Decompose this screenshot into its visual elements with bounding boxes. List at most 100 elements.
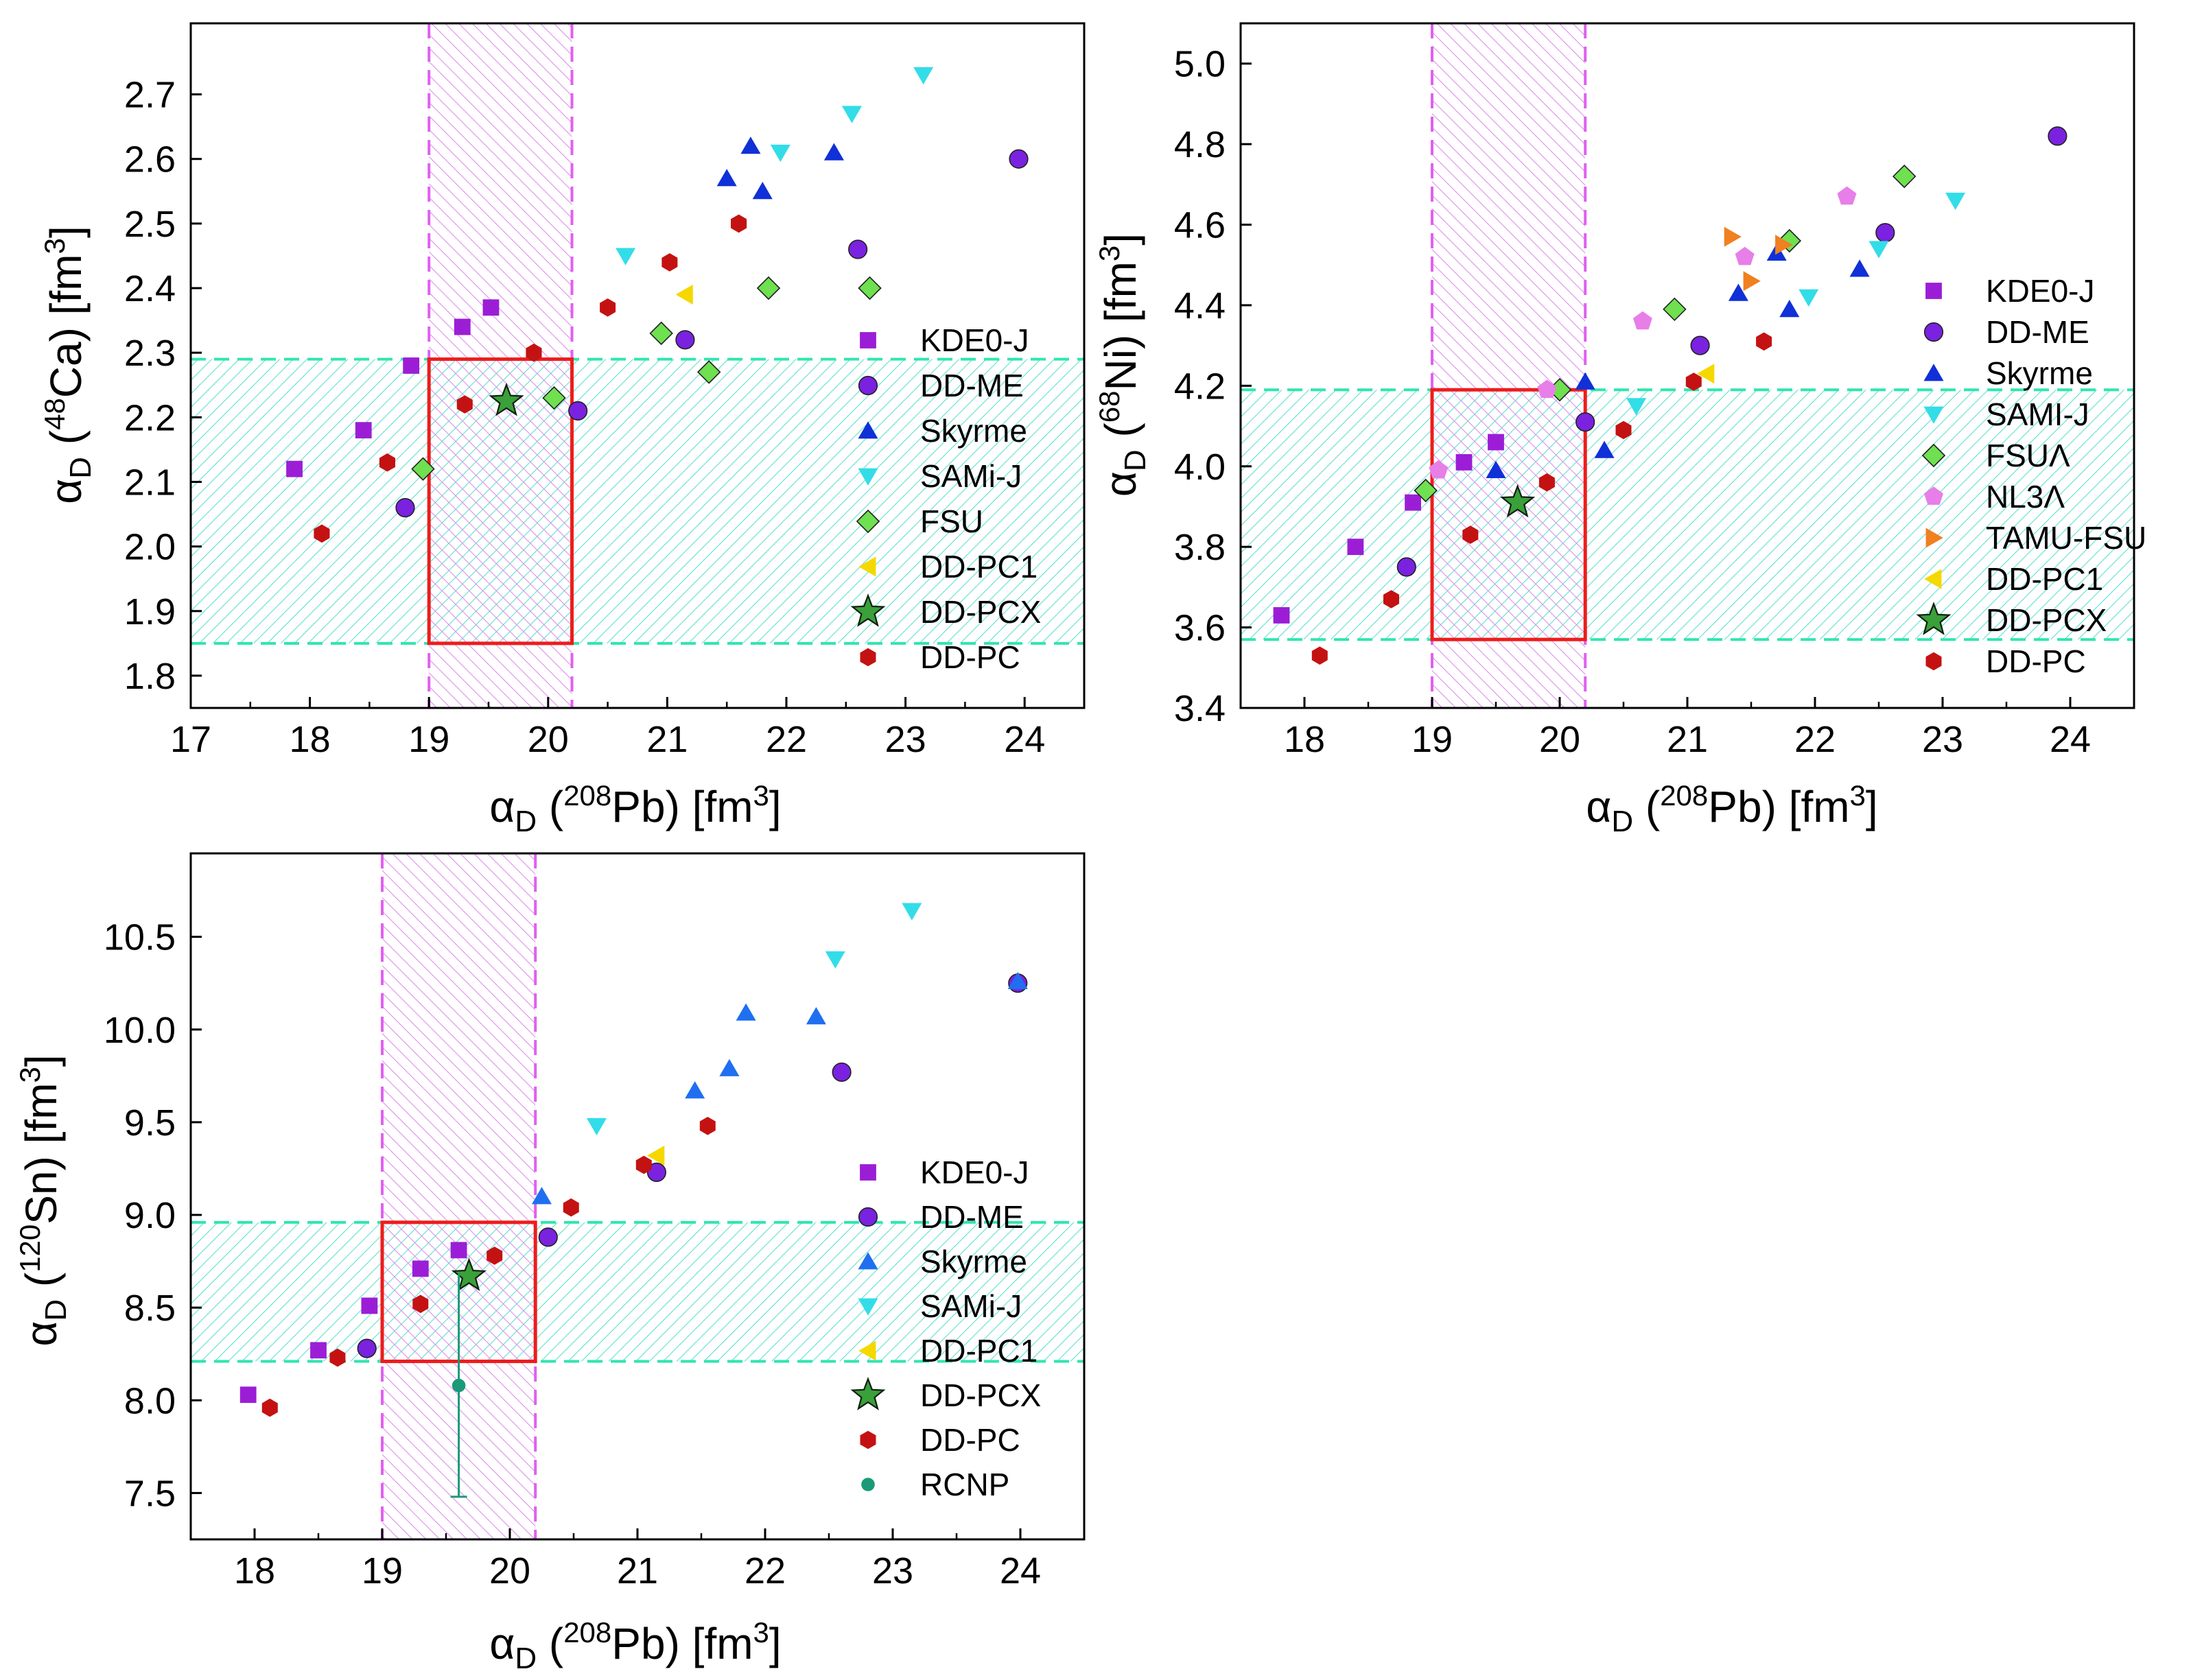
series-DD-PCX	[489, 382, 524, 416]
data-point	[740, 137, 761, 154]
y-tick-label: 2.1	[124, 462, 176, 503]
legend-label: SAMi-J	[920, 1288, 1022, 1324]
y-tick-label: 3.8	[1174, 527, 1226, 568]
legend-marker	[860, 332, 876, 348]
x-tick-label: 23	[872, 1550, 913, 1592]
legend-marker	[858, 1298, 878, 1316]
legend-label: DD-ME	[920, 368, 1024, 403]
legend-label: TAMU-FSU	[1986, 520, 2146, 556]
data-point	[454, 318, 471, 335]
series-KDE0-J	[239, 1242, 467, 1404]
data-point	[902, 903, 922, 921]
legend-label: DD-ME	[920, 1199, 1024, 1235]
data-point	[1743, 271, 1761, 292]
data-point	[1615, 421, 1632, 440]
data-point	[1779, 300, 1800, 318]
data-point	[2048, 126, 2067, 146]
series-DD-PC1	[675, 284, 693, 305]
data-point	[832, 1062, 852, 1082]
y-tick-label: 2.0	[124, 527, 176, 568]
experimental-band-x	[1432, 23, 1586, 708]
x-tick-label: 23	[1922, 719, 1963, 760]
legend-label: DD-PCX	[920, 594, 1041, 630]
x-tick-label: 19	[362, 1550, 403, 1592]
x-tick-label: 23	[885, 719, 926, 760]
legend-marker	[858, 1252, 878, 1270]
x-tick-label: 24	[1004, 719, 1045, 760]
experimental-band-x	[429, 23, 572, 708]
legend-label: Skyrme	[920, 413, 1027, 449]
data-point	[412, 1260, 429, 1277]
series-DD-PC1	[647, 1146, 665, 1166]
series-DD-PC	[314, 214, 747, 543]
data-point	[1396, 557, 1416, 577]
data-point	[403, 357, 420, 374]
data-point	[752, 182, 773, 200]
x-tick-label: 22	[1794, 719, 1836, 760]
y-tick-label: 2.6	[124, 139, 176, 180]
data-point	[1837, 186, 1857, 205]
data-point	[411, 457, 435, 481]
x-tick-label: 20	[1539, 719, 1580, 760]
legend-label: Skyrme	[920, 1244, 1027, 1279]
data-point	[239, 1386, 257, 1404]
legend-marker	[858, 1207, 878, 1227]
data-point	[806, 1007, 826, 1025]
data-point	[736, 1003, 756, 1021]
data-point	[600, 298, 616, 317]
data-point	[616, 248, 636, 265]
legend-marker	[858, 556, 876, 577]
legend-label: NL3Λ	[1986, 479, 2065, 514]
legend-label: DD-PC	[920, 1422, 1020, 1458]
legend-label: FSUΛ	[1986, 438, 2070, 473]
legend-label: DD-PCX	[1986, 602, 2107, 638]
y-axis-title: αD (68Ni) [fm3]	[1093, 233, 1152, 497]
data-point	[848, 239, 868, 259]
data-point	[1632, 311, 1652, 330]
data-point	[635, 1155, 652, 1174]
series-DD-PC	[1311, 332, 1772, 665]
data-point	[1486, 460, 1506, 478]
x-tick-label: 19	[408, 719, 449, 760]
legend-marker	[1925, 528, 1943, 548]
legend-label: KDE0-J	[920, 1155, 1029, 1190]
y-tick-label: 2.4	[124, 268, 176, 309]
chart-panel-ca48: αD (208Pb) [fm3] αD (48Ca) [fm3] 17 18 19 2…	[38, 22, 1086, 838]
data-point	[770, 144, 790, 163]
legend-marker	[858, 421, 878, 439]
data-point	[696, 360, 721, 384]
overlap-box	[427, 357, 574, 646]
x-tick-label: 24	[2050, 719, 2091, 760]
plot-area	[191, 23, 1084, 708]
data-point	[487, 1246, 503, 1265]
legend-marker	[1924, 486, 1943, 505]
data-point	[412, 1294, 429, 1314]
data-point	[395, 498, 415, 518]
y-tick-label: 8.5	[124, 1288, 176, 1329]
data-point	[825, 951, 845, 969]
x-axis-title: αD (208Pb) [fm3]	[489, 1616, 781, 1675]
legend-label: SAMI-J	[1986, 397, 2089, 432]
x-tick-label: 22	[745, 1550, 786, 1592]
data-point	[1462, 525, 1479, 544]
data-point	[568, 401, 588, 421]
data-point	[1875, 223, 1895, 243]
y-tick-label: 3.4	[1174, 688, 1226, 729]
data-point	[1347, 539, 1364, 556]
x-axis-title: αD (208Pb) [fm3]	[1586, 779, 1877, 838]
legend-marker	[858, 468, 878, 486]
y-tick-label: 2.2	[124, 397, 176, 438]
plot-area	[191, 853, 1084, 1539]
data-point	[586, 1117, 607, 1136]
legend-marker	[1923, 406, 1944, 424]
legend-label: RCNP	[920, 1467, 1009, 1502]
legend-marker	[860, 1164, 876, 1181]
series-DD-PC1	[1697, 364, 1715, 384]
data-point	[1724, 226, 1742, 247]
data-point	[1849, 259, 1870, 277]
data-point	[329, 1348, 346, 1367]
data-point	[1007, 971, 1028, 989]
data-point	[913, 67, 934, 85]
data-point	[1735, 246, 1755, 265]
